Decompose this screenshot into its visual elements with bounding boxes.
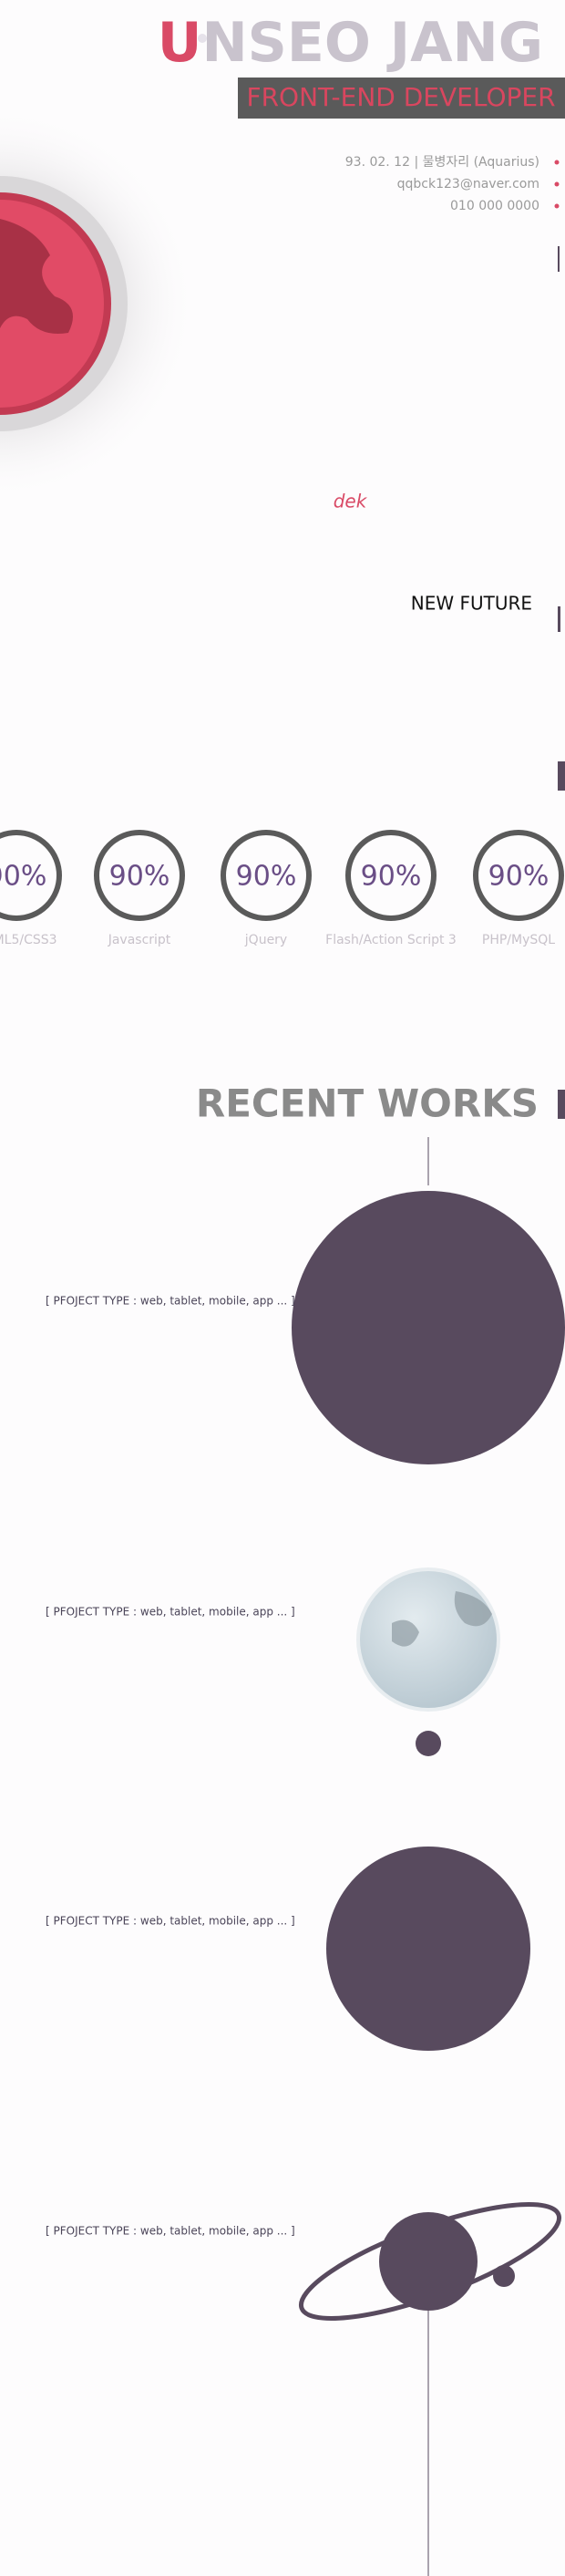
skill-label: HTML5/CSS3 — [0, 933, 57, 947]
info-line: qqbck123@naver.com — [397, 177, 539, 191]
subtitle: FRONT-END DEVELOPER — [246, 82, 555, 112]
logo: dek — [334, 491, 368, 512]
title-initial: U — [158, 11, 202, 75]
info-dot — [554, 181, 560, 187]
info-line: 010 000 0000 — [450, 199, 539, 213]
info-dot — [554, 203, 560, 209]
side-bar — [558, 761, 565, 791]
work-planet — [379, 2212, 478, 2311]
info-dot — [554, 160, 560, 165]
moon-crater — [0, 219, 73, 334]
side-bar — [558, 606, 560, 632]
work-type: [ PFOJECT TYPE : web, tablet, mobile, ap… — [46, 1295, 295, 1308]
skill-ring — [0, 830, 62, 921]
moon-crater — [392, 1591, 492, 1647]
tagline: NEW FUTURE — [411, 593, 532, 615]
skill-percent: 90% — [488, 861, 550, 893]
star — [198, 34, 207, 43]
subtitle-banner — [238, 78, 565, 119]
skill-label: jQuery — [244, 933, 287, 947]
title: UNSEO JANG — [158, 11, 543, 75]
side-bar — [558, 246, 560, 272]
work-satellite — [493, 2265, 515, 2287]
works-title: RECENT WORKS — [196, 1081, 539, 1126]
work-planet — [292, 1191, 565, 1464]
work-type: [ PFOJECT TYPE : web, tablet, mobile, ap… — [46, 1915, 295, 1928]
skill-percent: 90% — [109, 861, 170, 893]
info-line: 93. 02. 12 | 물병자리 (Aquarius) — [345, 155, 539, 170]
work-satellite — [416, 1731, 441, 1756]
work-moon — [356, 1567, 500, 1712]
skill-percent: 90% — [236, 861, 297, 893]
skill-label: Javascript — [108, 933, 171, 947]
work-type: [ PFOJECT TYPE : web, tablet, mobile, ap… — [46, 1606, 295, 1619]
skill-ring — [473, 830, 564, 921]
skill-label: Flash/Action Script 3 — [325, 933, 457, 947]
work-type: [ PFOJECT TYPE : web, tablet, mobile, ap… — [46, 2225, 295, 2238]
skill-ring — [94, 830, 185, 921]
skill-percent: 90% — [361, 861, 422, 893]
side-bar — [558, 1090, 565, 1119]
skill-percent: 90% — [0, 861, 46, 893]
skill-label: PHP/MySQL — [482, 933, 555, 947]
title-rest: NSEO JANG — [201, 11, 543, 75]
skill-ring — [221, 830, 312, 921]
skill-ring — [345, 830, 437, 921]
work-planet — [326, 1847, 530, 2051]
